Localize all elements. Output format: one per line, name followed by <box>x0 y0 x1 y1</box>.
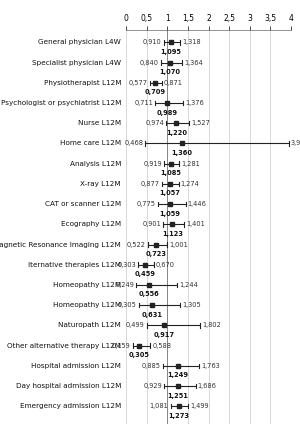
Text: 1,123: 1,123 <box>162 231 183 237</box>
Text: Home care L12M: Home care L12M <box>60 140 121 146</box>
Text: Specialist physician L4W: Specialist physician L4W <box>32 60 121 66</box>
Text: 1,686: 1,686 <box>198 383 217 389</box>
Text: 0,499: 0,499 <box>126 322 145 328</box>
Text: Naturopath L12M: Naturopath L12M <box>58 322 121 328</box>
Text: General physician L4W: General physician L4W <box>38 39 121 45</box>
Text: 0,577: 0,577 <box>129 80 148 86</box>
Text: 1,499: 1,499 <box>190 403 208 409</box>
Text: 1,305: 1,305 <box>182 302 201 308</box>
Text: 0,989: 0,989 <box>156 110 177 116</box>
Text: 1,274: 1,274 <box>181 181 200 187</box>
Text: 0,974: 0,974 <box>145 120 164 126</box>
Text: Homeopathy L12M: Homeopathy L12M <box>53 302 121 308</box>
Text: 1,081: 1,081 <box>150 403 169 409</box>
Text: 1,401: 1,401 <box>186 221 205 227</box>
Text: 0,709: 0,709 <box>145 90 166 95</box>
Text: Hospital admission L12M: Hospital admission L12M <box>31 363 121 369</box>
Text: 0,929: 0,929 <box>143 383 162 389</box>
Text: 1,281: 1,281 <box>181 161 200 167</box>
Text: 0,917: 0,917 <box>153 332 174 338</box>
Text: 1,763: 1,763 <box>201 363 220 369</box>
Text: Homeopathy L12M: Homeopathy L12M <box>53 282 121 288</box>
Text: 1,376: 1,376 <box>185 100 204 106</box>
Text: 0,670: 0,670 <box>156 262 175 268</box>
Text: 1,446: 1,446 <box>188 201 207 207</box>
Text: 0,468: 0,468 <box>124 140 143 146</box>
Text: 0,249: 0,249 <box>115 282 134 288</box>
Text: 0,840: 0,840 <box>140 60 159 66</box>
Text: 0,877: 0,877 <box>141 181 160 187</box>
Text: 0,588: 0,588 <box>152 343 171 349</box>
Text: 0,305: 0,305 <box>128 352 149 358</box>
Text: 0,556: 0,556 <box>139 291 159 297</box>
Text: 0,901: 0,901 <box>142 221 161 227</box>
Text: 0,775: 0,775 <box>137 201 156 207</box>
Text: Ecography L12M: Ecography L12M <box>61 221 121 227</box>
Text: Day hospital admission L12M: Day hospital admission L12M <box>16 383 121 389</box>
Text: Analysis L12M: Analysis L12M <box>70 161 121 167</box>
Text: 1,059: 1,059 <box>159 211 180 216</box>
Text: 0,871: 0,871 <box>164 80 183 86</box>
Text: 0,919: 0,919 <box>143 161 162 167</box>
Text: 1,070: 1,070 <box>160 69 181 75</box>
Text: 3,948: 3,948 <box>291 140 300 146</box>
Text: 0,711: 0,711 <box>134 100 153 106</box>
Text: 1,251: 1,251 <box>167 392 188 398</box>
Text: Psychologist or psychiatrist L12M: Psychologist or psychiatrist L12M <box>1 100 121 106</box>
Text: 1,244: 1,244 <box>179 282 198 288</box>
Text: 1,085: 1,085 <box>160 170 181 176</box>
Text: 0,305: 0,305 <box>118 302 136 308</box>
Text: 1,527: 1,527 <box>191 120 210 126</box>
Text: Other alternative therapy L12M: Other alternative therapy L12M <box>7 343 121 349</box>
Text: 0,303: 0,303 <box>118 262 136 268</box>
Text: X-ray L12M: X-ray L12M <box>80 181 121 187</box>
Text: 0,910: 0,910 <box>143 39 161 45</box>
Text: 1,802: 1,802 <box>202 322 221 328</box>
Text: Iternative therapies L12M: Iternative therapies L12M <box>28 262 121 268</box>
Text: 1,220: 1,220 <box>166 130 187 136</box>
Text: 1,057: 1,057 <box>159 191 180 197</box>
Text: 0,459: 0,459 <box>134 271 155 277</box>
Text: 0,522: 0,522 <box>127 242 146 248</box>
Text: 1,273: 1,273 <box>168 413 189 419</box>
Text: 1,360: 1,360 <box>172 150 193 156</box>
Text: 1,095: 1,095 <box>161 49 182 55</box>
Text: 0,885: 0,885 <box>141 363 160 369</box>
Text: 1,001: 1,001 <box>169 242 188 248</box>
Text: CAT or scanner L12M: CAT or scanner L12M <box>45 201 121 207</box>
Text: 1,364: 1,364 <box>184 60 203 66</box>
Text: Emergency admission L12M: Emergency admission L12M <box>20 403 121 409</box>
Text: 1,318: 1,318 <box>182 39 201 45</box>
Text: 0,631: 0,631 <box>142 312 163 318</box>
Text: 0,159: 0,159 <box>112 343 130 349</box>
Text: Nurse L12M: Nurse L12M <box>78 120 121 126</box>
Text: 0,723: 0,723 <box>145 251 166 257</box>
Text: 1,249: 1,249 <box>167 372 188 378</box>
Text: Physiotherapist L12M: Physiotherapist L12M <box>44 80 121 86</box>
Text: Magnetic Resonance Imaging L12M: Magnetic Resonance Imaging L12M <box>0 242 121 248</box>
